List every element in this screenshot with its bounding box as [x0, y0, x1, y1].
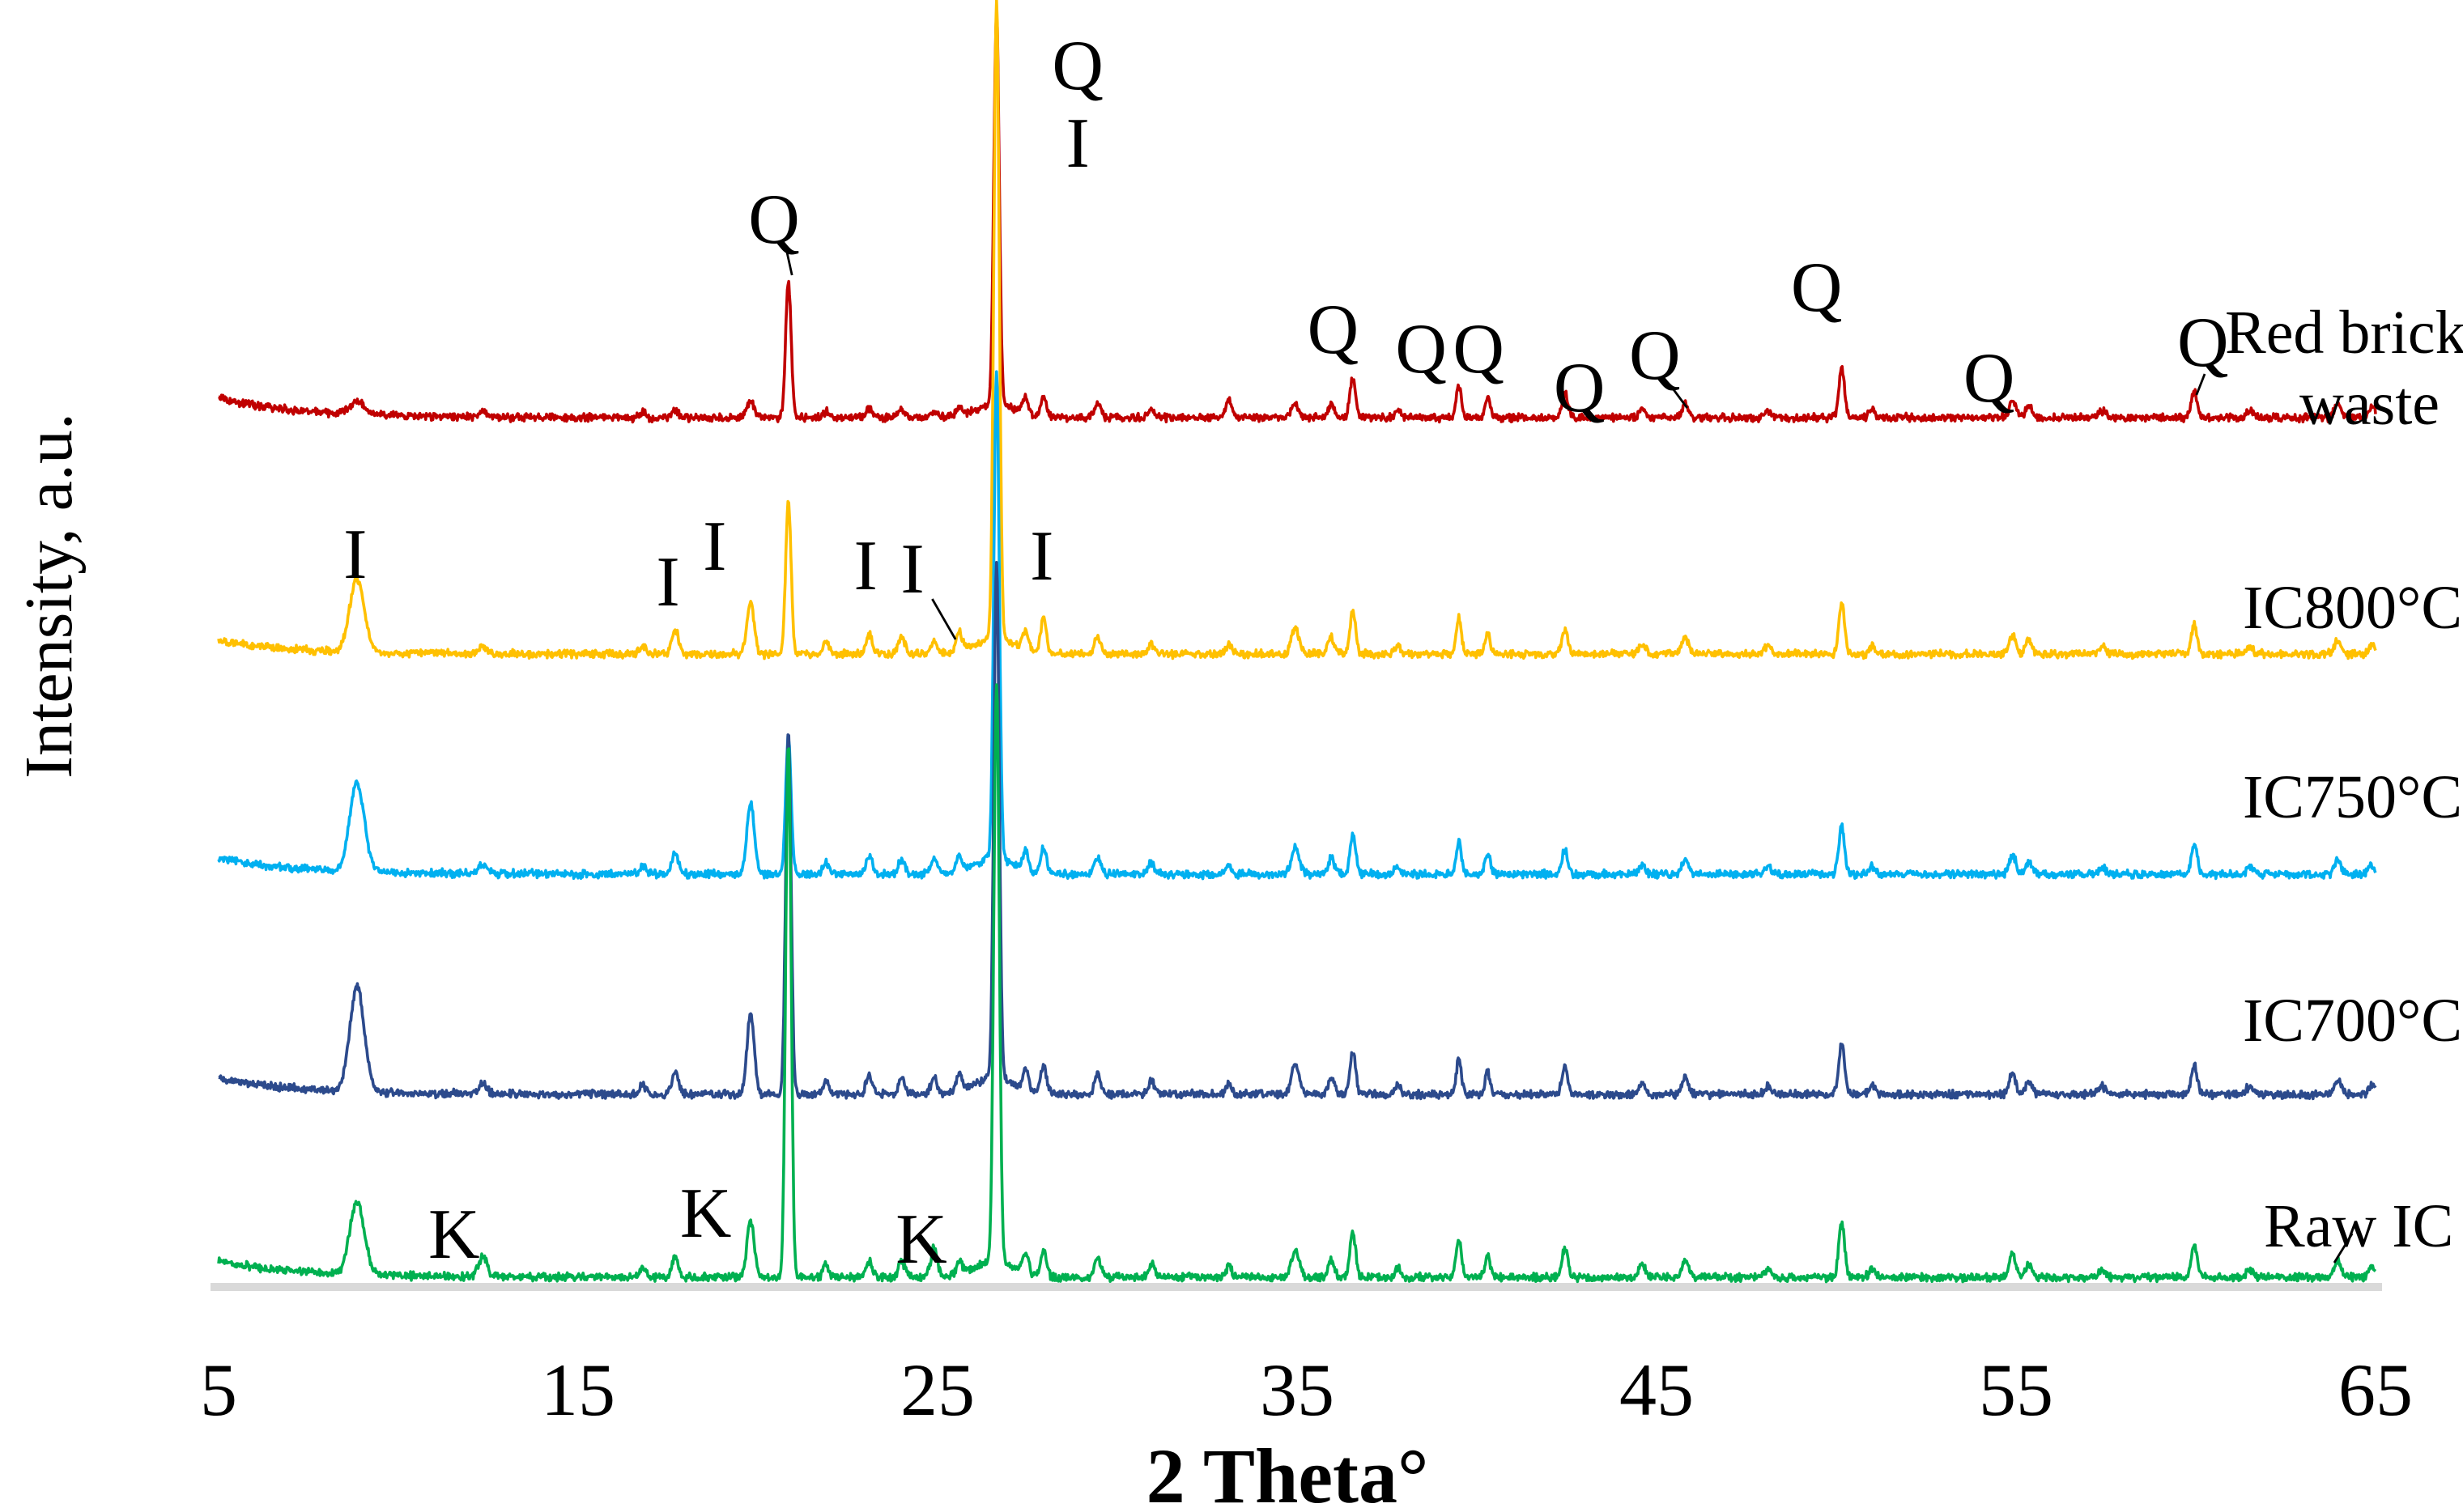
- x-tick-label-35: 35: [1260, 1348, 1334, 1431]
- series-label-ic700: IC700°C: [2243, 987, 2462, 1055]
- peak-label-q: Q: [1308, 291, 1359, 369]
- peak-label-k: K: [428, 1196, 480, 1274]
- peak-label-q: Q: [1052, 27, 1104, 105]
- series-label-ic750: IC750°C: [2243, 763, 2462, 831]
- x-tick-label-45: 45: [1619, 1348, 1694, 1431]
- x-tick-label-65: 65: [2338, 1348, 2413, 1431]
- x-tick-label-55: 55: [1979, 1348, 2053, 1431]
- series-label-ic800: IC800°C: [2243, 574, 2462, 642]
- x-tick-label-25: 25: [900, 1348, 975, 1431]
- peak-leader-line: [2333, 1233, 2354, 1264]
- peak-label-q: Q: [1629, 316, 1681, 395]
- trace-group: [217, 0, 2377, 1284]
- trace-raw-ic: [217, 683, 2377, 1284]
- peak-label-q: Q: [748, 181, 800, 259]
- trace-red-brick-waste: [217, 11, 2377, 424]
- peak-label-i: I: [1030, 517, 1053, 596]
- peak-label-q: Q: [1453, 310, 1504, 389]
- peak-label-i: I: [343, 516, 367, 594]
- trace-ic700-c: [217, 560, 2377, 1101]
- peak-label-i: I: [703, 508, 726, 586]
- peak-label-k: K: [895, 1200, 947, 1279]
- peak-label-i: I: [656, 543, 679, 622]
- peak-label-i: I: [1066, 104, 1090, 183]
- peak-leader-line: [2195, 373, 2206, 396]
- series-label-raw-ic: Raw IC: [2264, 1192, 2453, 1260]
- x-axis-title: 2 Theta°: [1146, 1433, 1429, 1512]
- peak-label-q: Q: [1963, 339, 2015, 418]
- peak-label-q: Q: [1554, 349, 1606, 427]
- peak-label-i: I: [900, 530, 924, 609]
- peak-leader-line: [1671, 388, 1688, 409]
- peak-label-i: I: [854, 527, 878, 605]
- peak-leader-line: [785, 250, 793, 276]
- peak-label-q: Q: [1395, 310, 1447, 389]
- series-label-red-brick-waste-line1: Red brick: [2225, 299, 2463, 367]
- x-tick-label-15: 15: [541, 1348, 615, 1431]
- x-tick-label-5: 5: [200, 1348, 237, 1431]
- series-label-red-brick-waste-line2: waste: [2299, 370, 2440, 438]
- peak-label-q: Q: [1791, 248, 1843, 327]
- trace-ic800-c: [217, 0, 2377, 660]
- peak-leader-line: [931, 598, 957, 640]
- trace-ic750-c: [217, 370, 2377, 881]
- peak-label-q: Q: [2177, 304, 2229, 382]
- y-axis-label: Intensity, a.u.: [11, 413, 87, 779]
- peak-label-k: K: [680, 1174, 732, 1253]
